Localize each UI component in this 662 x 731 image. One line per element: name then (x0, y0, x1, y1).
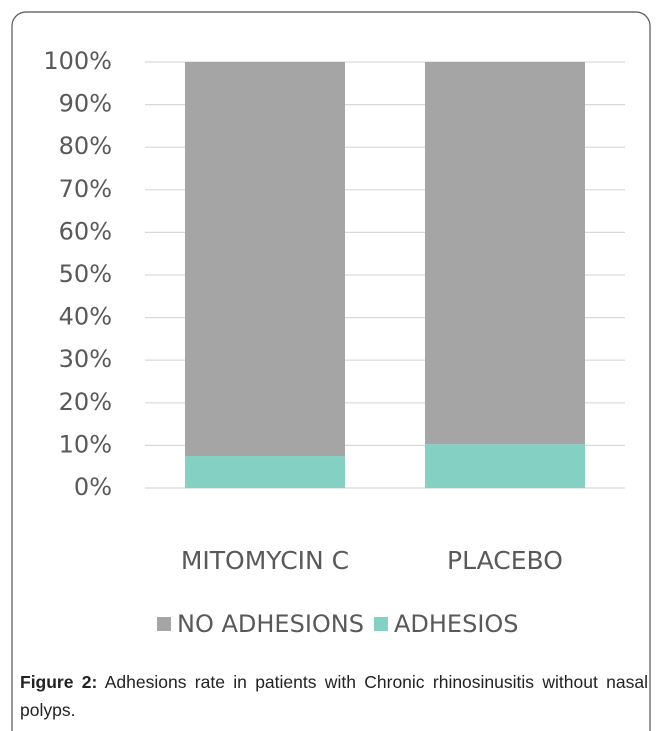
y-tick-label: 90% (59, 90, 112, 118)
legend-label: NO ADHESIONS (177, 610, 364, 638)
caption: Figure 2: Adhesions rate in patients wit… (20, 668, 648, 724)
x-tick-label: MITOMYCIN C (181, 546, 349, 575)
caption-text: Adhesions rate in patients with Chronic … (20, 672, 648, 720)
legend-swatch (373, 617, 388, 631)
bar-segment (425, 444, 585, 488)
frame (11, 11, 651, 731)
legend-swatch (157, 617, 171, 631)
bar-segment (185, 62, 345, 457)
y-tick-label: 50% (59, 260, 112, 288)
bar-segment (425, 62, 585, 445)
y-tick-label: 40% (59, 303, 112, 331)
x-tick-label: PLACEBO (447, 546, 563, 575)
legend-label: ADHESIOS (394, 610, 519, 638)
y-tick-label: 10% (59, 430, 112, 458)
y-tick-label: 60% (59, 217, 112, 245)
y-tick-label: 30% (59, 345, 112, 373)
y-tick-label: 0% (74, 473, 112, 501)
y-tick-label: 100% (43, 47, 112, 75)
y-tick-label: 80% (59, 132, 112, 160)
y-tick-label: 20% (59, 388, 112, 416)
y-tick-label: 70% (59, 175, 112, 203)
bar-segment (185, 456, 345, 488)
caption-label: Figure 2: (20, 672, 98, 692)
